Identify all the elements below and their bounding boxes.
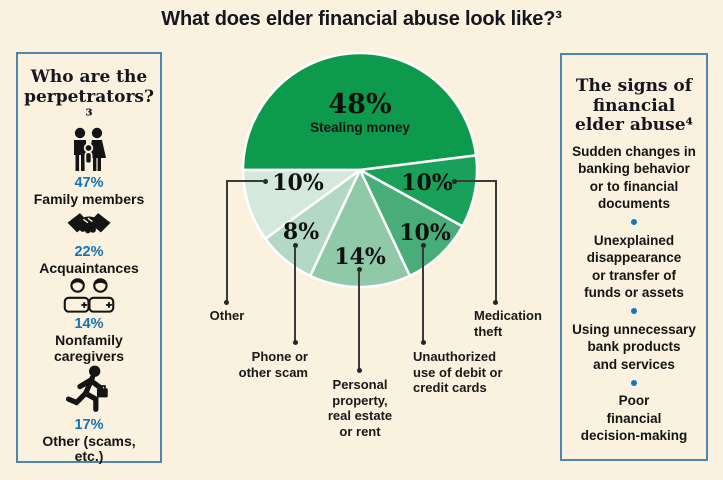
leader-line-personal [358,271,360,369]
perpetrator-label: Nonfamily caregivers [53,332,125,364]
bullet-dot-icon [631,308,637,315]
leader-line-other [226,180,228,302]
callout-personal: Personal property, real estate or rent [327,377,393,439]
callout-phone: Phone or other scam [238,349,308,380]
callout-unauthorized: Unauthorized use of debit or credit card… [413,349,503,396]
slice-pct-medication: 10% [401,170,453,196]
bullet-dot-icon [631,219,637,226]
perpetrator-label: Family members [33,191,145,208]
pie-slice-other[interactable] [241,168,362,241]
pie-slice-stealing-money[interactable] [241,51,478,172]
leader-dot [421,340,426,345]
leader-line-medication [495,180,497,302]
signs-panel: The signs of financial elder abuse⁴ Sudd… [560,53,708,461]
leader-dot [293,243,298,248]
leader-line-phone [294,247,296,341]
perpetrator-pct: 47% [74,175,104,192]
slice-pct: 48% [328,89,392,120]
perpetrator-item-other: 17% Other (scams, etc.) [26,365,152,465]
leader-dot [452,179,457,184]
bullet-dot-icon [631,379,637,386]
perpetrator-item-caregivers: 14% Nonfamily caregivers [26,276,152,364]
family-icon [66,127,112,173]
perpetrator-item-acquaintances: 22% Acquaintances [39,208,139,277]
perpetrator-pct: 14% [74,316,104,333]
perpetrator-pct: 17% [74,416,104,433]
pie-slice-unauthorized-debit-credit[interactable] [358,168,464,278]
slice-pct-phone: 8% [282,219,320,245]
page-title: What does elder financial abuse look lik… [161,8,562,30]
signs-panel-title: The signs of financial elder abuse⁴ [575,76,693,136]
slice-pct-unauthorized: 10% [399,220,451,246]
sign-item: Unexplained disappearance or transfer of… [584,232,684,301]
perpetrator-label: Other (scams, etc.) [42,432,136,465]
leader-line-unauthorized [422,247,424,341]
pie-slice-personal-property[interactable] [308,168,412,289]
sign-item: Sudden changes in banking behavior or to… [572,143,696,212]
leader-line-other [227,180,265,182]
leader-dot [293,340,298,345]
slice-pct-other: 10% [272,170,324,196]
leader-dot [357,267,362,272]
sign-item: Using unnecessary bank products and serv… [572,321,696,372]
leader-line-medication [457,180,497,182]
leader-dot [493,300,498,305]
callout-other: Other [209,308,245,323]
leader-dot [224,300,229,305]
perpetrator-pct: 22% [74,243,104,260]
handshake-icon [63,208,115,242]
pie-chart [241,51,479,289]
slice-label-stealing-money: 48% Stealing money [280,91,440,135]
leader-dot [421,243,426,248]
caregivers-icon [61,276,117,314]
callout-medication: Medication theft [474,308,542,339]
slice-name: Stealing money [310,120,410,135]
sign-item: Poor financial decision-making [580,393,688,444]
perpetrator-item-family: 47% Family members [33,127,145,208]
perpetrators-panel: Who are the perpetrators?³ [16,52,162,465]
slice-pct-personal: 14% [334,244,386,270]
pie-slice-medication-theft[interactable] [358,154,479,228]
leader-dot [357,368,362,373]
leader-dot [263,179,268,184]
perpetrator-label: Acquaintances [39,259,139,276]
runner-icon [66,365,112,415]
perpetrators-panel-title: Who are the perpetrators?³ [24,67,154,127]
